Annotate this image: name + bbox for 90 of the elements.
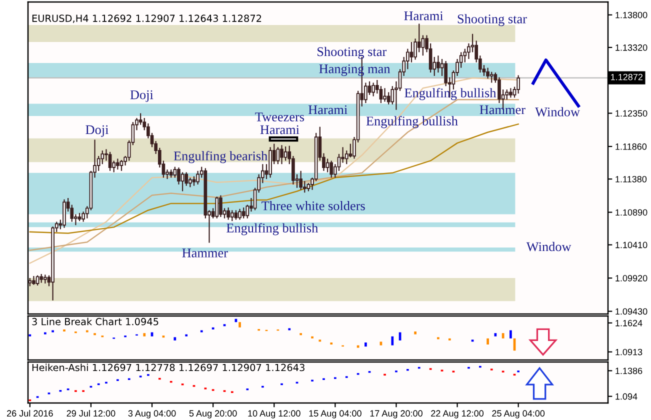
- bar: [174, 337, 176, 340]
- chart-title: 3 Line Break Chart 1.0945: [32, 318, 158, 326]
- candlestick: [215, 196, 219, 219]
- candlestick: [383, 88, 386, 102]
- candlestick: [180, 172, 184, 192]
- candlestick: [299, 170, 302, 190]
- y-tick-label: 1.1624: [616, 320, 642, 326]
- annotation: Tweezers: [255, 112, 304, 122]
- candlestick: [116, 158, 120, 170]
- candlestick: [276, 146, 280, 165]
- bar: [414, 331, 416, 334]
- bar: [486, 338, 489, 345]
- candlestick: [36, 274, 40, 286]
- annotation: Harami: [308, 105, 348, 114]
- candlestick: [234, 210, 238, 220]
- annotation: Harami: [260, 125, 300, 134]
- bar: [364, 342, 367, 347]
- annotation: Shooting star: [458, 14, 527, 26]
- y-tick-label: 1.12350: [616, 110, 648, 117]
- annotation: Window: [526, 242, 572, 252]
- annotation: Engulfing bearish: [174, 150, 268, 164]
- annotation: Hammer: [182, 248, 228, 258]
- candlestick: [284, 146, 288, 162]
- x-tick-label: 5 Aug 20:00: [189, 410, 237, 418]
- x-tick-label: 10 Aug 12:00: [248, 410, 300, 418]
- x-tick-label: 25 Aug 04:00: [492, 410, 545, 418]
- y-tick-label: 1.0913: [616, 348, 642, 356]
- candlestick: [341, 146, 344, 164]
- text: EURUSD,H4 1.12692 1.12907 1.12643 1.12872: [32, 14, 262, 23]
- ref-line-label: 1.12872: [611, 74, 642, 80]
- candlestick: [138, 112, 142, 126]
- x-tick-label: 29 Jul 12:00: [66, 410, 116, 417]
- candlestick: [509, 88, 512, 98]
- candlestick: [372, 82, 375, 97]
- annotation: Engulfing bullish: [226, 223, 318, 236]
- candlestick: [330, 160, 334, 178]
- candlestick: [268, 146, 272, 178]
- chart-title: Heiken-Ashi 1.12697 1.12778 1.12697 1.12907 1.12643: [32, 364, 304, 372]
- y-tick-label: 1.1386: [616, 368, 642, 374]
- y-tick-label: 1.13800: [616, 12, 648, 18]
- y-tick-label: 1.094: [616, 393, 638, 400]
- candlestick: [280, 144, 284, 165]
- candlestick: [348, 143, 352, 158]
- annotation: Doji: [86, 125, 108, 137]
- y-tick-label: 1.09920: [616, 275, 648, 282]
- y-tick-label: 1.11860: [616, 143, 647, 150]
- candlestick: [196, 170, 200, 186]
- candlestick: [188, 177, 192, 188]
- bar: [330, 342, 333, 345]
- bar: [238, 322, 241, 328]
- bar: [391, 336, 394, 346]
- bar: [380, 342, 382, 346]
- candlestick: [436, 55, 440, 74]
- y-tick-label: 1.11380: [616, 176, 647, 182]
- candlestick: [108, 151, 112, 172]
- candlestick: [490, 71, 494, 84]
- candlestick: [516, 74, 520, 94]
- annotation: Doji: [130, 90, 154, 102]
- x-tick-label: 15 Aug 04:00: [309, 410, 362, 418]
- candlestick: [421, 34, 425, 56]
- x-tick-label: 3 Aug 04:00: [128, 410, 176, 418]
- annotation: Harami: [404, 11, 444, 20]
- candlestick: [379, 86, 383, 104]
- y-tick-label: 1.09430: [616, 308, 648, 315]
- bar: [510, 330, 512, 338]
- candlestick: [242, 206, 246, 219]
- candlestick: [238, 208, 242, 220]
- annotation: Window: [535, 107, 580, 116]
- candlestick: [192, 176, 196, 186]
- candlestick: [486, 67, 490, 80]
- candlestick: [226, 206, 230, 220]
- annotation: Shooting star: [318, 46, 387, 59]
- candlestick: [62, 198, 66, 228]
- bar: [494, 333, 497, 336]
- x-tick-label: 26 Jul 2016: [7, 410, 53, 417]
- candlestick: [219, 194, 222, 218]
- annotation: Hammer: [480, 105, 526, 114]
- bar: [143, 333, 146, 336]
- candlestick: [326, 158, 330, 173]
- y-tick-label: 1.10410: [616, 242, 648, 248]
- x-tick-label: 17 Aug 20:00: [370, 410, 422, 418]
- candlestick: [410, 41, 414, 63]
- y-tick-label: 1.10890: [616, 209, 648, 216]
- x-tick-label: 22 Aug 12:00: [431, 410, 484, 418]
- candlestick: [120, 159, 124, 172]
- candlestick: [386, 92, 390, 105]
- y-tick-label: 1.13320: [616, 44, 648, 51]
- candlestick: [230, 210, 234, 222]
- annotation: Three white solders: [262, 201, 365, 210]
- candlestick: [173, 166, 177, 178]
